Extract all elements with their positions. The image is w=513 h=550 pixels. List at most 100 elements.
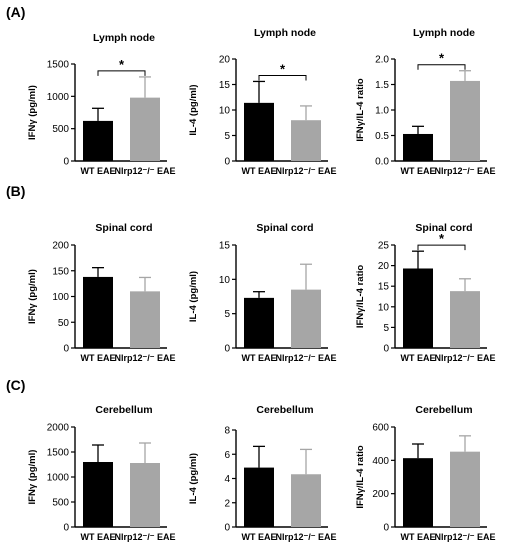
- chart-5-x-tick-label: Nlrp12⁻/⁻ EAE: [275, 353, 336, 363]
- chart-1-title: Lymph node: [93, 32, 155, 44]
- chart-8-y-tick-label: 8: [224, 426, 230, 437]
- chart-6-y-label: IFNγ/IL-4 ratio: [355, 265, 366, 329]
- chart-2-bar: [291, 120, 321, 161]
- chart-4-y-tick-label: 0: [63, 344, 69, 355]
- chart-1-y-tick-label: 0: [63, 157, 69, 168]
- chart-4-y-tick-label: 150: [52, 266, 69, 277]
- chart-1-x-tick-label: Nlrp12⁻/⁻ EAE: [114, 166, 175, 176]
- chart-8-y-tick-label: 6: [224, 450, 230, 461]
- chart-4-bar: [130, 291, 160, 348]
- chart-1-bar: [130, 97, 160, 161]
- chart-3-title: Lymph node: [413, 27, 475, 39]
- chart-9-bar: [403, 458, 433, 527]
- chart-5-y-tick-label: 15: [219, 241, 231, 252]
- chart-2-y-tick-label: 0: [224, 157, 230, 168]
- chart-4-x-tick-label: WT EAE: [81, 353, 116, 363]
- chart-2-significance-star: *: [280, 61, 286, 76]
- chart-2-y-tick-label: 10: [219, 106, 231, 117]
- chart-2-bar: [244, 102, 274, 161]
- chart-8-y-tick-label: 0: [224, 523, 230, 534]
- chart-3-x-tick-label: Nlrp12⁻/⁻ EAE: [434, 166, 495, 176]
- chart-7-x-tick-label: WT EAE: [81, 532, 116, 542]
- chart-9-y-tick-label: 600: [372, 423, 389, 434]
- chart-9-x-tick-label: Nlrp12⁻/⁻ EAE: [434, 532, 495, 542]
- chart-5-x-tick-label: WT EAE: [242, 353, 277, 363]
- chart-9-x-tick-label: WT EAE: [401, 532, 436, 542]
- chart-9-title: Cerebellum: [415, 404, 472, 416]
- chart-2-significance-bracket: [258, 74, 307, 81]
- chart-3-x-tick-label: WT EAE: [401, 166, 436, 176]
- chart-4-x-tick-label: Nlrp12⁻/⁻ EAE: [114, 353, 175, 363]
- chart-9-y-label: IFNγ/IL-4 ratio: [355, 445, 366, 509]
- panel-label-b: (B): [6, 183, 26, 199]
- chart-6-title: Spinal cord: [415, 222, 472, 234]
- chart-7-y-tick-label: 0: [63, 523, 69, 534]
- chart-4-bar: [83, 276, 113, 348]
- chart-7-y-tick-label: 2000: [47, 423, 70, 434]
- chart-6-y-tick-label: 0: [383, 344, 389, 355]
- chart-2-y-tick-label: 5: [224, 131, 230, 142]
- chart-8-y-tick-label: 4: [224, 474, 230, 485]
- chart-8-title: Cerebellum: [256, 404, 313, 416]
- chart-5-y-label: IL-4 (pg/ml): [188, 271, 199, 322]
- chart-3-y-tick-label: 1.5: [375, 80, 389, 91]
- chart-7-bar: [83, 462, 113, 527]
- chart-4-title: Spinal cord: [95, 222, 152, 234]
- chart-4-y-label: IFNγ (pg/ml): [27, 269, 38, 324]
- chart-2-y-label: IL-4 (pg/ml): [188, 84, 199, 135]
- chart-2-x-tick-label: WT EAE: [242, 166, 277, 176]
- chart-8-x-tick-label: Nlrp12⁻/⁻ EAE: [275, 532, 336, 542]
- chart-5-bar: [244, 297, 274, 348]
- chart-6-bar: [450, 291, 480, 348]
- chart-7-y-tick-label: 1000: [47, 473, 70, 484]
- chart-7-bar: [130, 463, 160, 527]
- chart-9-y-tick-label: 0: [383, 523, 389, 534]
- chart-2-y-tick-label: 15: [219, 80, 231, 91]
- chart-3-y-label: IFNγ/IL-4 ratio: [355, 78, 366, 142]
- chart-8-y-label: IL-4 (pg/ml): [188, 453, 199, 504]
- chart-8-x-tick-label: WT EAE: [242, 532, 277, 542]
- chart-3-y-tick-label: 0.0: [375, 157, 389, 168]
- chart-2-y-tick-label: 20: [219, 55, 231, 66]
- chart-7-title: Cerebellum: [95, 404, 152, 416]
- chart-1-significance-bracket: [97, 70, 146, 76]
- chart-3-significance-star: *: [439, 51, 445, 66]
- chart-5-title: Spinal cord: [256, 222, 313, 234]
- chart-3-bar: [450, 80, 480, 161]
- chart-4-y-tick-label: 50: [58, 318, 70, 329]
- chart-4-y-tick-label: 100: [52, 292, 69, 303]
- chart-2-title: Lymph node: [254, 27, 316, 39]
- chart-6-significance-star: *: [439, 231, 445, 246]
- chart-3-y-tick-label: 2.0: [375, 55, 389, 66]
- chart-6-bar: [403, 268, 433, 348]
- chart-8-y-tick-label: 2: [224, 498, 230, 509]
- chart-6-y-tick-label: 20: [378, 261, 390, 272]
- chart-8-bar: [291, 474, 321, 527]
- chart-6-x-tick-label: Nlrp12⁻/⁻ EAE: [434, 353, 495, 363]
- chart-6-x-tick-label: WT EAE: [401, 353, 436, 363]
- chart-6-y-tick-label: 15: [378, 282, 390, 293]
- chart-6-y-tick-label: 10: [378, 302, 390, 313]
- chart-3-significance-bracket: [417, 64, 466, 70]
- chart-1-y-tick-label: 500: [52, 124, 69, 135]
- chart-6-significance-bracket: [417, 244, 466, 251]
- chart-6-y-tick-label: 25: [378, 241, 390, 252]
- chart-4-y-tick-label: 200: [52, 241, 69, 252]
- chart-8-bar: [244, 467, 274, 527]
- panel-label-c: (C): [6, 377, 26, 393]
- chart-2-x-tick-label: Nlrp12⁻/⁻ EAE: [275, 166, 336, 176]
- chart-5-y-tick-label: 10: [219, 275, 231, 286]
- chart-9-bar: [450, 451, 480, 527]
- chart-5-y-tick-label: 5: [224, 309, 230, 320]
- chart-1-y-label: IFNγ (pg/ml): [27, 85, 38, 140]
- chart-3-bar: [403, 133, 433, 161]
- chart-1-significance-star: *: [119, 57, 125, 72]
- chart-5-y-tick-label: 0: [224, 344, 230, 355]
- chart-3-y-tick-label: 1.0: [375, 106, 389, 117]
- chart-1-x-tick-label: WT EAE: [81, 166, 116, 176]
- chart-7-y-tick-label: 500: [52, 498, 69, 509]
- chart-9-y-tick-label: 400: [372, 456, 389, 467]
- chart-7-y-label: IFNγ (pg/ml): [27, 450, 38, 505]
- chart-7-y-tick-label: 1500: [47, 448, 70, 459]
